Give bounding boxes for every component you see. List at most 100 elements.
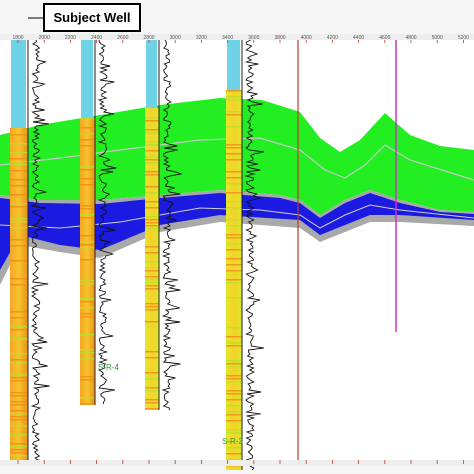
log-band [226, 366, 242, 368]
log-band [10, 164, 28, 166]
log-band [145, 246, 159, 248]
tick-label: 2000 [39, 35, 50, 41]
log-band [226, 183, 242, 185]
log-band [145, 132, 159, 134]
tick-label: 1800 [12, 35, 23, 41]
log-band [10, 326, 28, 328]
log-band [145, 267, 159, 269]
log-band [145, 186, 159, 188]
log-band [80, 235, 95, 237]
log-band [226, 207, 242, 209]
log-band [226, 192, 242, 194]
log-band [80, 316, 95, 318]
log-band [226, 153, 242, 155]
log-band [80, 349, 95, 351]
tick-label: 4400 [353, 35, 364, 41]
tick-label: 4200 [327, 35, 338, 41]
tick-label: 2400 [91, 35, 102, 41]
log-band [10, 311, 28, 313]
log-band [226, 225, 242, 227]
log-band [226, 297, 242, 299]
log-band [10, 170, 28, 172]
log-band [80, 145, 95, 147]
log-band [80, 280, 95, 282]
log-band [10, 260, 28, 262]
blue-zone [0, 193, 474, 270]
log-band [226, 144, 242, 146]
tick-label: 3200 [196, 35, 207, 41]
log-band [10, 329, 28, 331]
well-column [10, 128, 28, 462]
log-band [226, 336, 242, 338]
log-band [226, 378, 242, 380]
tick-label: 3600 [248, 35, 259, 41]
log-band [145, 225, 159, 227]
log-band [226, 96, 242, 98]
log-band [226, 264, 242, 266]
log-band [80, 127, 95, 129]
log-band [226, 249, 242, 251]
tick-label: 4600 [379, 35, 390, 41]
log-band [226, 201, 242, 203]
log-band [145, 399, 159, 401]
well-column [145, 108, 159, 410]
log-curve [97, 39, 117, 405]
log-band [226, 447, 242, 449]
log-band [80, 379, 95, 381]
log-band [145, 402, 159, 404]
log-band [10, 446, 28, 448]
log-band [80, 133, 95, 135]
log-band [10, 317, 28, 319]
log-band [145, 390, 159, 392]
log-band [226, 381, 242, 383]
log-band [226, 399, 242, 401]
log-curve [244, 39, 264, 471]
log-band [80, 244, 95, 246]
log-curve [30, 39, 50, 463]
log-band [10, 185, 28, 187]
log-band [145, 282, 159, 284]
log-band [226, 363, 242, 365]
log-band [145, 372, 159, 374]
log-band [145, 162, 159, 164]
tick-label: 3800 [274, 35, 285, 41]
well-label: S-R-3 [222, 437, 243, 446]
log-band [10, 203, 28, 205]
log-band [10, 434, 28, 436]
log-band [145, 216, 159, 218]
axis-ticks: 1800 2000 2200 2400 2600 2800 3000 3200 3400 3600… [12, 35, 469, 464]
log-band [226, 147, 242, 149]
log-band [10, 227, 28, 229]
log-band [145, 228, 159, 230]
log-band [145, 279, 159, 281]
callout-title: Subject Well [53, 10, 130, 25]
log-band [80, 352, 95, 354]
log-band [80, 358, 95, 360]
log-band [10, 221, 28, 223]
log-band [10, 194, 28, 196]
tick-label: 3400 [222, 35, 233, 41]
log-band [145, 351, 159, 353]
log-strip [146, 40, 157, 108]
log-band [10, 134, 28, 136]
log-band [145, 261, 159, 263]
log-band [80, 118, 95, 120]
log-band [10, 449, 28, 451]
log-band [10, 218, 28, 220]
log-band [226, 429, 242, 431]
log-band [226, 432, 242, 434]
log-band [145, 171, 159, 173]
log-band [226, 441, 242, 443]
tick-label: 4000 [301, 35, 312, 41]
log-band [80, 184, 95, 186]
log-band [145, 309, 159, 311]
log-band [145, 408, 159, 410]
log-band [10, 284, 28, 286]
log-band [10, 377, 28, 379]
log-band [145, 156, 159, 158]
log-band [10, 413, 28, 415]
log-band [226, 414, 242, 416]
log-band [10, 143, 28, 145]
log-band [226, 258, 242, 260]
